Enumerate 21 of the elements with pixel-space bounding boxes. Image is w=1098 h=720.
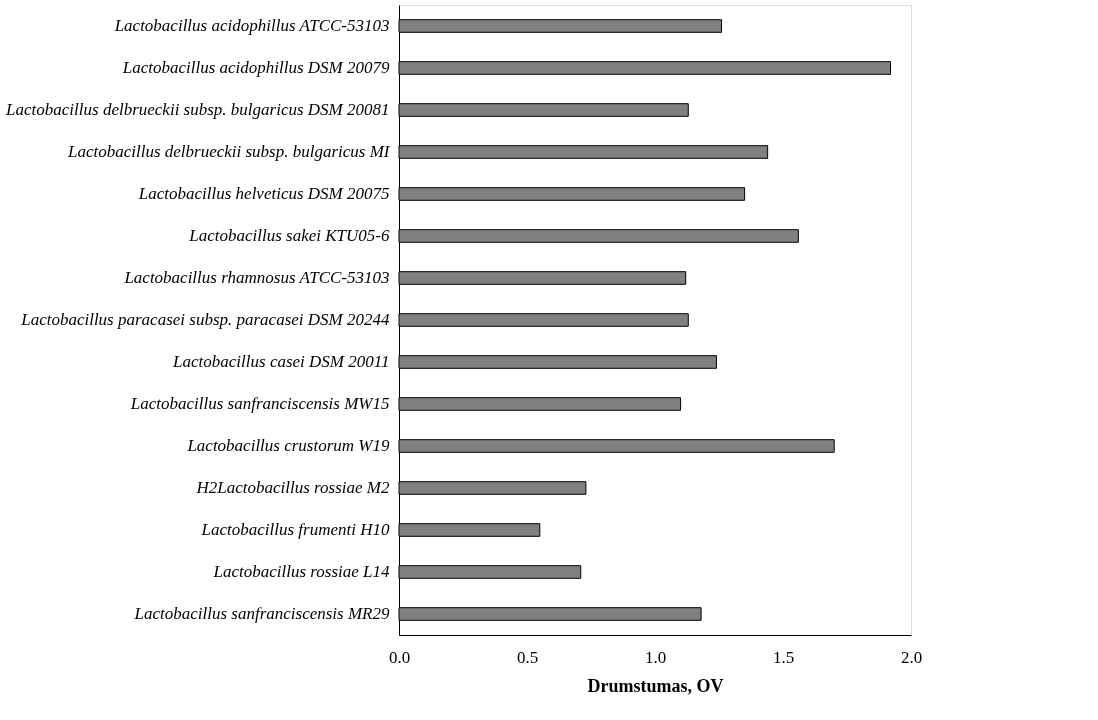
y-tick-label: Lactobacillus delbrueckii subsp. bulgaricus DSM 20081 (5, 100, 390, 119)
x-tick-label: 2.0 (900, 647, 923, 667)
y-tick-label: Lactobacillus sakei KTU05-6 (188, 226, 390, 245)
x-axis-title: Drumstumas, OV (587, 675, 724, 696)
y-tick-label: Lactobacillus acidophillus ATCC-53103 (113, 16, 390, 35)
y-tick-label: Lactobacillus delbrueckii subsp. bulgaricus MI (66, 142, 391, 161)
y-tick-label: Lactobacillus frumenti H10 (200, 520, 390, 539)
y-tick-label: Lactobacillus sanfranciscensis MR29 (133, 604, 390, 623)
x-tick-label: 1.0 (644, 647, 667, 667)
y-tick-label: Lactobacillus rhamnosus ATCC-53103 (123, 268, 390, 287)
x-tick-label: 0.0 (388, 647, 411, 667)
y-tick-label: Lactobacillus casei DSM 20011 (172, 352, 390, 371)
y-tick-label: Lactobacillus crustorum W19 (186, 436, 390, 455)
y-tick-label: Lactobacillus acidophillus DSM 20079 (121, 58, 390, 77)
y-tick-label: H2Lactobacillus rossiae M2 (195, 478, 390, 497)
y-tick-label: Lactobacillus sanfranciscensis MW15 (129, 394, 390, 413)
y-tick-label: Lactobacillus rossiae L14 (212, 562, 390, 581)
y-tick-label: Lactobacillus paracasei subsp. paracasei DSM 20244 (20, 310, 390, 329)
y-tick-label: Lactobacillus helveticus DSM 20075 (137, 184, 390, 203)
x-tick-label: 0.5 (516, 647, 539, 667)
x-tick-label: 1.5 (772, 647, 795, 667)
